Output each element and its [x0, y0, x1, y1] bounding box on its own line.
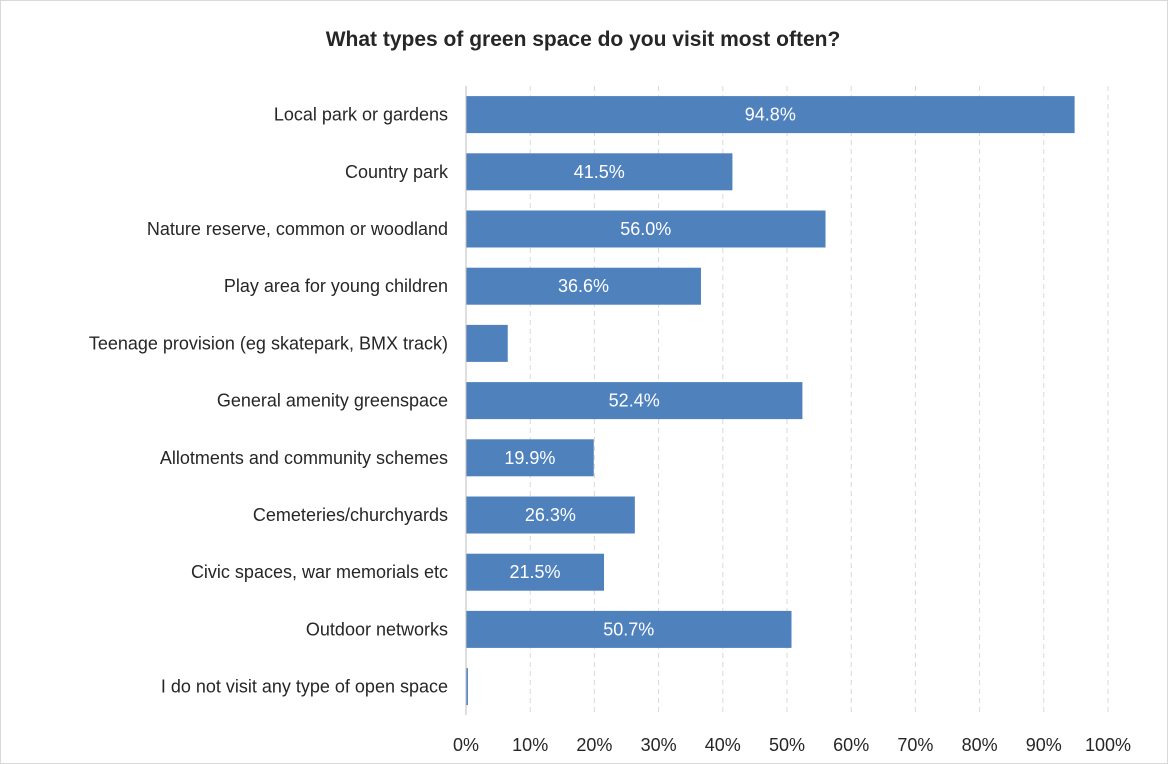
bar	[466, 267, 701, 305]
bar-data-label: 36.6%	[558, 276, 609, 296]
x-tick-label: 100%	[1085, 735, 1131, 755]
bar	[466, 324, 508, 362]
bar-data-label: 56.0%	[620, 219, 671, 239]
x-tick-label: 0%	[453, 735, 479, 755]
bar	[466, 553, 605, 591]
x-tick-label: 90%	[1026, 735, 1062, 755]
category-label: General amenity greenspace	[217, 391, 448, 411]
bar	[466, 668, 468, 706]
bars: 94.8% 41.5% 56.0% 36.6% 52.4% 19.9% 26.3% 21.5%…	[466, 96, 1075, 706]
x-tick-label: 10%	[512, 735, 548, 755]
category-label: Country park	[345, 162, 449, 182]
x-axis-ticks: 0% 10% 20% 30% 40% 50% 60% 70% 80% 90% 100%	[453, 735, 1131, 755]
bar	[466, 496, 635, 534]
bar-data-label: 50.7%	[603, 619, 654, 639]
chart-title: What types of green space do you visit m…	[325, 28, 841, 51]
category-label: I do not visit any type of open space	[161, 677, 448, 697]
category-label: Outdoor networks	[306, 619, 448, 639]
bar-data-label: 52.4%	[609, 391, 660, 411]
x-tick-label: 50%	[769, 735, 805, 755]
bar-data-label: 41.5%	[574, 162, 625, 182]
bar	[466, 153, 733, 191]
x-tick-label: 20%	[576, 735, 612, 755]
bar-data-label: 19.9%	[504, 448, 555, 468]
bar-data-label: 21.5%	[509, 562, 560, 582]
x-tick-label: 70%	[897, 735, 933, 755]
category-label: Play area for young children	[224, 276, 448, 296]
category-label: Teenage provision (eg skatepark, BMX tra…	[89, 333, 448, 353]
category-labels: Local park or gardens Country park Nature …	[89, 105, 449, 697]
category-label: Nature reserve, common or woodland	[147, 219, 448, 239]
category-label: Cemeteries/churchyards	[253, 505, 448, 525]
bar	[466, 439, 594, 477]
x-tick-label: 40%	[705, 735, 741, 755]
bar-data-label: 26.3%	[525, 505, 576, 525]
category-label: Local park or gardens	[274, 105, 448, 125]
x-tick-label: 30%	[641, 735, 677, 755]
bar	[466, 610, 792, 648]
bar	[466, 382, 803, 420]
gridlines	[529, 86, 1109, 716]
bar	[466, 210, 826, 248]
category-label: Civic spaces, war memorials etc	[191, 562, 448, 582]
bar-data-label: 94.8%	[745, 105, 796, 125]
x-tick-label: 60%	[833, 735, 869, 755]
x-tick-label: 80%	[962, 735, 998, 755]
bar	[466, 96, 1075, 134]
category-label: Allotments and community schemes	[160, 448, 448, 468]
